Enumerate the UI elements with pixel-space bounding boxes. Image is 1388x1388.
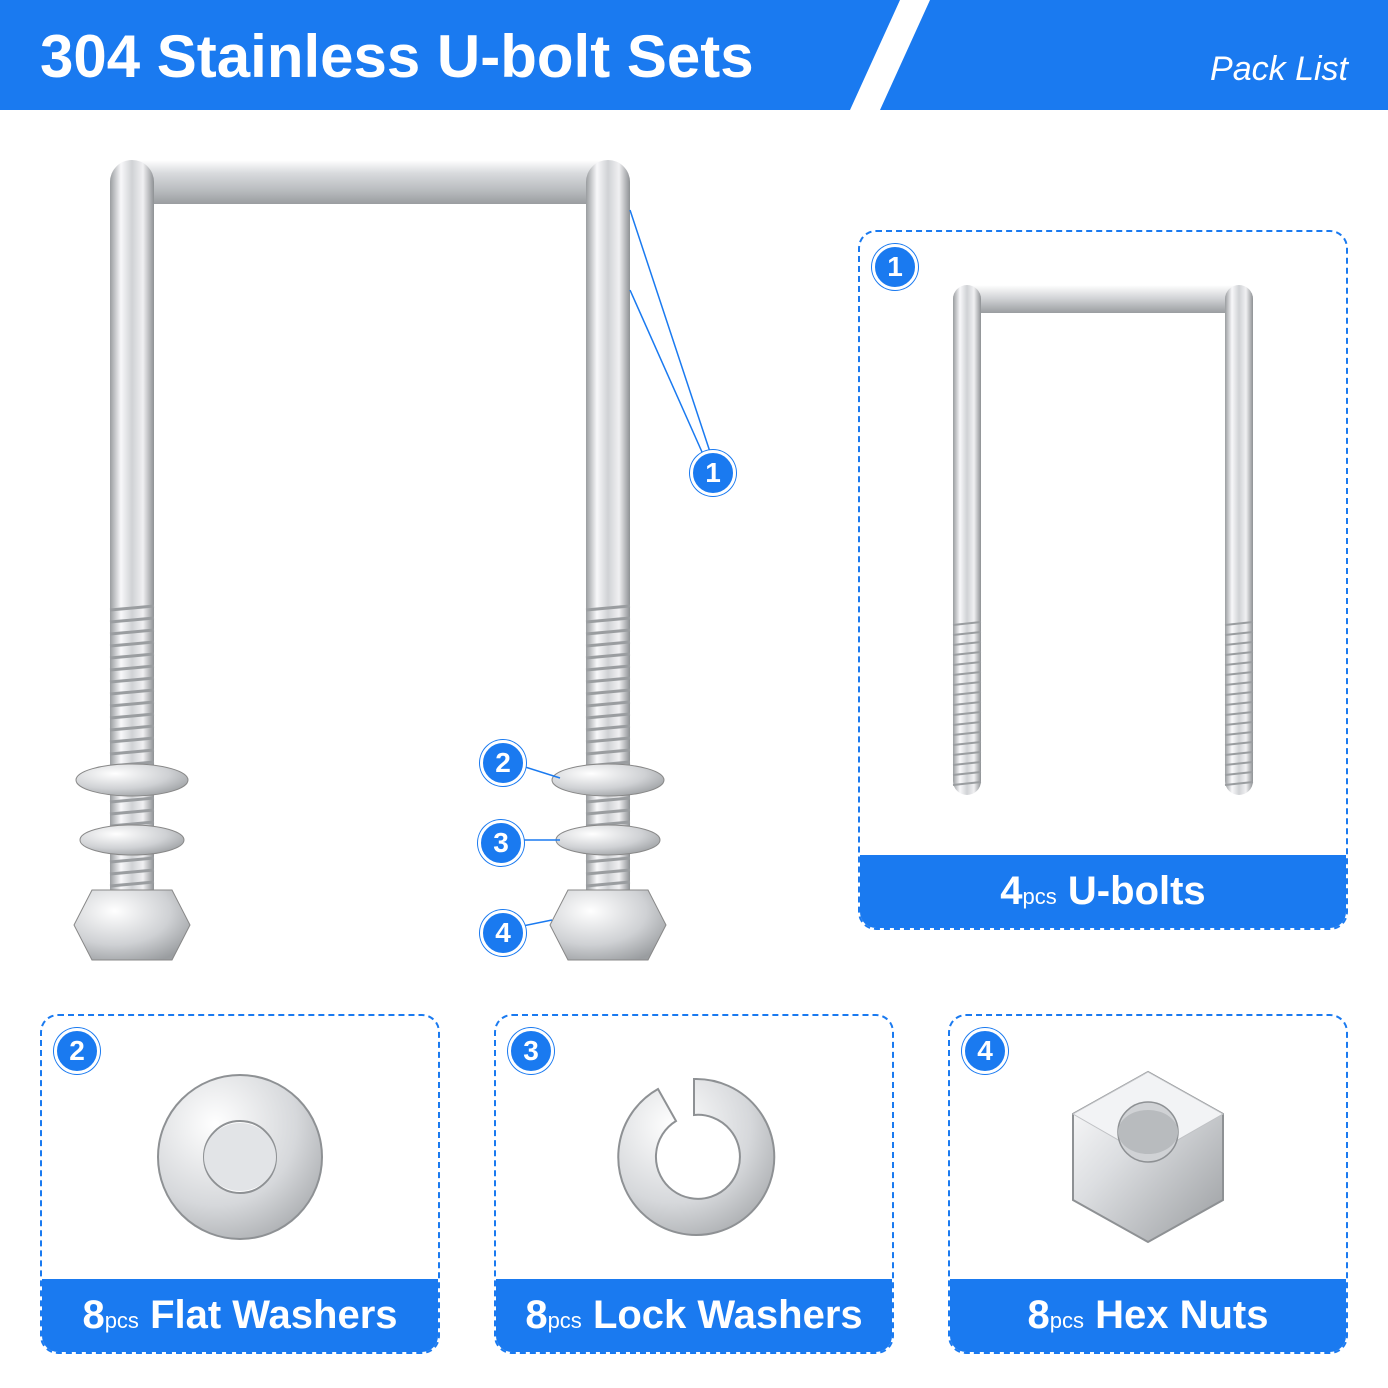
card-badge-3: 3: [508, 1028, 554, 1074]
main-content: 1 2 3 4 1 4pcs U-bolts: [0, 110, 1388, 1388]
callout-badge-1: 1: [690, 450, 736, 496]
name: Hex Nuts: [1095, 1293, 1268, 1337]
qty: 8: [525, 1293, 547, 1337]
name: Flat Washers: [150, 1293, 397, 1337]
flat-washer-icon: [150, 1067, 330, 1247]
card-caption-ubolts: 4pcs U-bolts: [860, 855, 1346, 928]
hero-diagram: 1 2 3 4: [50, 140, 810, 1000]
card-flat-washers: 2 8pcs Flat Washers: [40, 1014, 440, 1354]
card-badge-2: 2: [54, 1028, 100, 1074]
card-caption-lw: 8pcs Lock Washers: [496, 1279, 892, 1352]
card-badge-1: 1: [872, 244, 918, 290]
unit: pcs: [1050, 1308, 1084, 1333]
card-lock-washers: 3 8pcs Lock Washers: [494, 1014, 894, 1354]
hex-nut-icon: [1053, 1062, 1243, 1252]
header-banner: 304 Stainless U-bolt Sets Pack List: [0, 0, 1388, 110]
qty: 4: [1000, 869, 1022, 913]
card-caption-hn: 8pcs Hex Nuts: [950, 1279, 1346, 1352]
name: U-bolts: [1068, 869, 1206, 913]
unit: pcs: [548, 1308, 582, 1333]
unit: pcs: [105, 1308, 139, 1333]
name: Lock Washers: [593, 1293, 863, 1337]
unit: pcs: [1023, 884, 1057, 909]
card-ubolts: 1 4pcs U-bolts: [858, 230, 1348, 930]
ubolt-icon: [923, 275, 1283, 815]
page-title: 304 Stainless U-bolt Sets: [40, 22, 754, 91]
callout-badge-4: 4: [480, 910, 526, 956]
page-subtitle: Pack List: [1210, 50, 1348, 89]
qty: 8: [1027, 1293, 1049, 1337]
card-caption-fw: 8pcs Flat Washers: [42, 1279, 438, 1352]
callout-badge-3: 3: [478, 820, 524, 866]
card-badge-4: 4: [962, 1028, 1008, 1074]
card-hex-nuts: 4 8pcs Hex Nuts: [948, 1014, 1348, 1354]
lock-washer-icon: [604, 1067, 784, 1247]
hero-ubolt-illustration: [50, 140, 810, 1000]
qty: 8: [82, 1293, 104, 1337]
callout-badge-2: 2: [480, 740, 526, 786]
